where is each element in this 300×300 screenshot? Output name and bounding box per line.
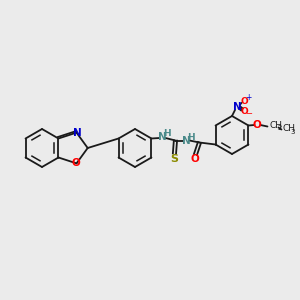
- Text: N: N: [158, 133, 167, 142]
- Text: O: O: [190, 154, 199, 164]
- Text: S: S: [170, 154, 178, 164]
- Text: −: −: [245, 110, 252, 118]
- Text: N: N: [182, 136, 191, 146]
- Text: H: H: [187, 133, 195, 142]
- Text: O: O: [71, 158, 80, 168]
- Text: 2: 2: [278, 125, 282, 131]
- Text: CH: CH: [269, 121, 283, 130]
- Text: +: +: [245, 94, 252, 103]
- Text: O: O: [252, 119, 261, 130]
- Text: N: N: [232, 102, 242, 112]
- Text: CH: CH: [283, 124, 296, 133]
- Text: 3: 3: [290, 128, 295, 134]
- Text: H: H: [163, 130, 171, 139]
- Text: N: N: [73, 128, 82, 138]
- Text: O: O: [240, 97, 248, 106]
- Text: O: O: [240, 106, 248, 116]
